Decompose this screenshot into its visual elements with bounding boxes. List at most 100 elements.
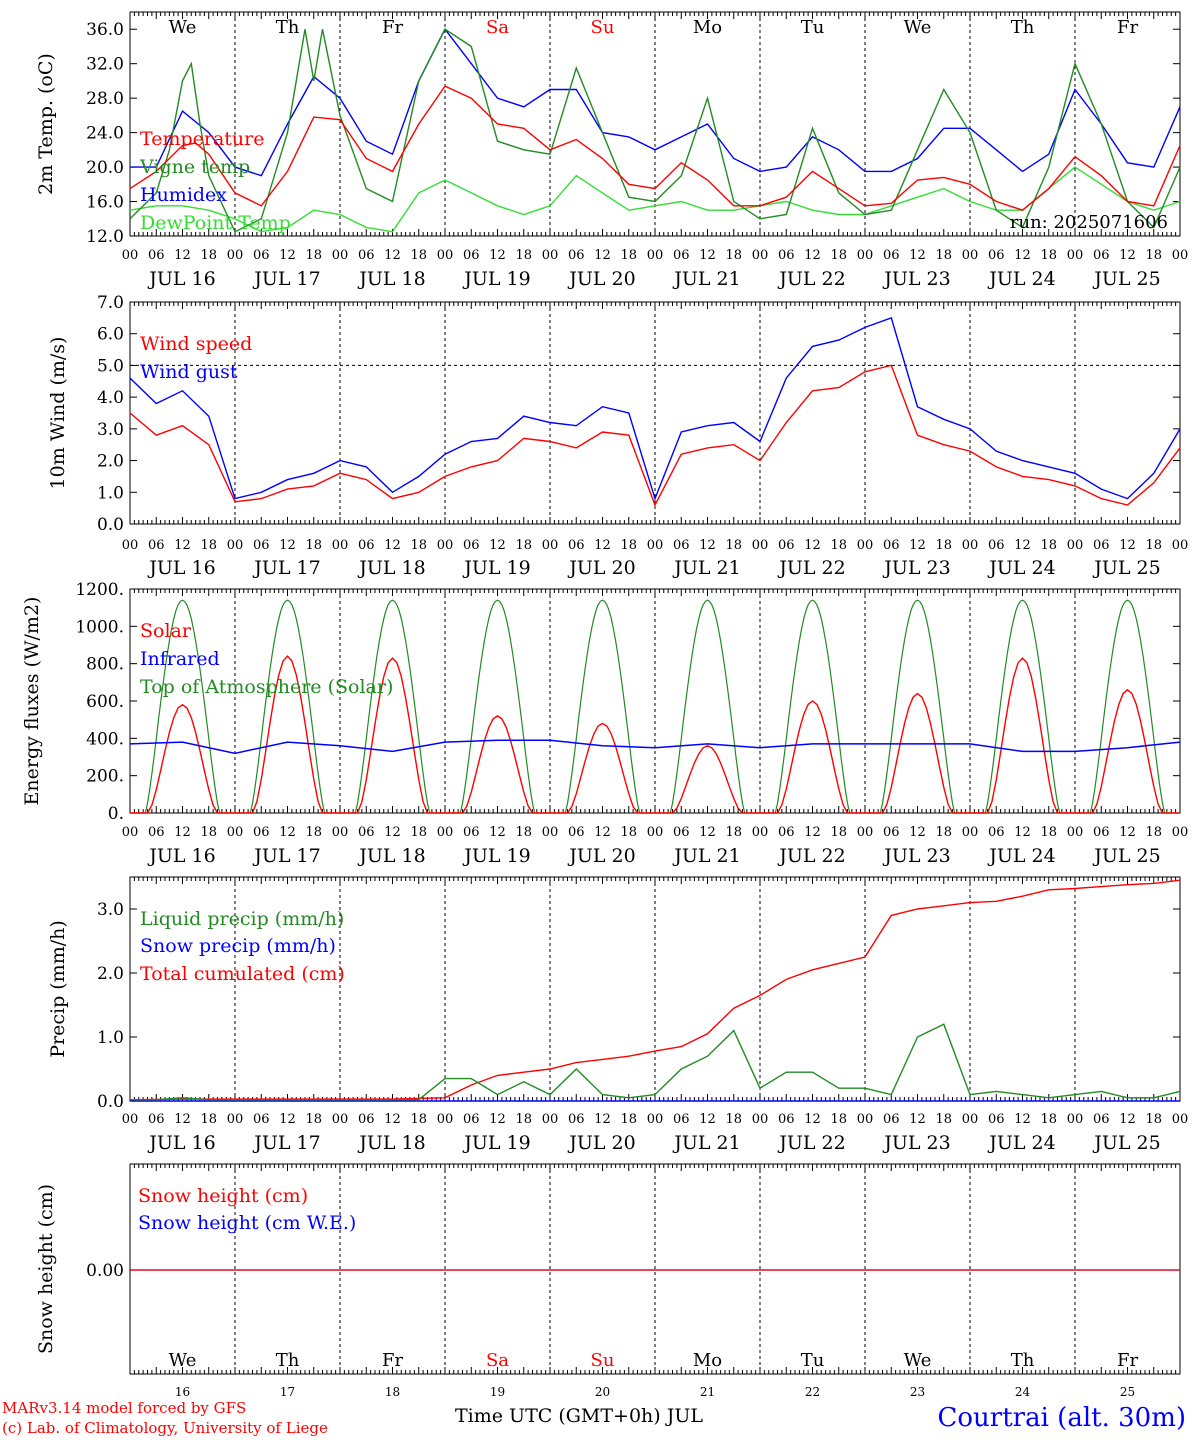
day-number-label: 18 [385,1385,400,1399]
energy-panel: 0. 200. 400. 600. 800. 1000. 1200. 00 06 12 18 JUL … [21,580,1188,867]
day-number-label: 16 [175,1385,190,1399]
y-tick-label: 2.0 [97,452,124,472]
hour-label: 12 [594,538,611,553]
day-number-label: 24 [1015,1385,1031,1399]
hour-label: 00 [647,538,664,553]
hour-label: 18 [305,825,322,840]
y-tick-label: 400. [86,729,124,749]
series-line-wind-speed [129,364,1181,507]
hour-label: 18 [935,248,952,263]
hour-label: 00 [227,825,244,840]
y-tick-label: 6.0 [97,325,124,345]
hour-label: 06 [1093,538,1110,553]
legend-vigne-temp: Vigne temp [139,156,250,178]
hour-label: 06 [253,248,270,263]
hour-label: 06 [883,1112,900,1127]
hour-label: 12 [909,538,926,553]
date-label: JUL 24 [987,268,1055,290]
weekday-label: Mo [693,1350,722,1371]
hour-label: 18 [935,825,952,840]
weekday-label: Fr [382,17,403,38]
hour-label: 18 [620,248,637,263]
hour-label: 00 [227,248,244,263]
hour-label: 12 [489,825,506,840]
series-line-humidex [130,27,1181,177]
weekday-label: Th [1011,17,1035,38]
hour-label: 06 [673,1112,690,1127]
hour-label: 18 [620,825,637,840]
hour-label: 06 [1093,248,1110,263]
hour-label: 06 [1093,825,1110,840]
hour-label: 12 [279,825,296,840]
hour-label: 18 [830,825,847,840]
hour-label: 18 [935,1112,952,1127]
weekday-label: Sa [486,17,509,38]
weekday-label: Th [1011,1350,1035,1371]
hour-label: 06 [463,1112,480,1127]
weekday-label: Th [276,1350,300,1371]
hour-label: 18 [200,825,217,840]
y-tick-label: 28.0 [86,89,124,109]
hour-label: 06 [988,825,1005,840]
hour-label: 06 [568,825,585,840]
hour-label: 18 [1040,1112,1057,1127]
hour-label: 12 [1119,248,1136,263]
hour-label: 12 [384,538,401,553]
date-label: JUL 16 [147,557,215,579]
hour-label: 18 [515,1112,532,1127]
hour-label: 18 [305,248,322,263]
hour-label: 12 [909,1112,926,1127]
date-label: JUL 16 [147,845,215,867]
hour-label: 06 [358,538,375,553]
hour-label: 00 [542,248,559,263]
hour-label: 18 [515,538,532,553]
top-weekday-row: We Th Fr Sa Su Mo Tu We Th Fr [169,17,1139,38]
hour-label: 12 [279,1112,296,1127]
series-line-solar [130,655,1180,814]
hour-label: 06 [463,538,480,553]
hour-label: 12 [384,248,401,263]
hour-label: 18 [620,538,637,553]
hour-label: 00 [227,1112,244,1127]
model-credit: MARv3.14 model forced by GFS [2,1399,247,1417]
hour-label: 00 [752,825,769,840]
hour-label: 06 [1093,1112,1110,1127]
hour-label: 12 [804,248,821,263]
hour-label: 18 [725,248,742,263]
hour-label: 00 [437,538,454,553]
hour-label: 18 [305,538,322,553]
date-label: JUL 18 [357,1132,425,1154]
hour-label: 00 [1067,825,1084,840]
hour-label: 18 [1040,825,1057,840]
date-label: JUL 21 [672,845,740,867]
y-tick-label: 5.0 [97,356,124,376]
hour-label: 06 [568,1112,585,1127]
date-label: JUL 22 [777,557,845,579]
hour-label: 12 [384,825,401,840]
y-tick-label: 7.0 [97,293,124,313]
hour-label: 18 [200,538,217,553]
hour-label: 12 [909,825,926,840]
date-label: JUL 23 [882,1132,950,1154]
date-label: JUL 23 [882,268,950,290]
date-label: JUL 25 [1092,268,1160,290]
y-tick-label: 20.0 [86,158,124,178]
legend-infrared: Infrared [140,648,220,670]
y-tick-label: 0.0 [97,515,124,535]
date-label: JUL 24 [987,845,1055,867]
hour-label: 00 [332,538,349,553]
hour-label: 12 [279,248,296,263]
hour-label: 18 [725,825,742,840]
weekday-label: We [904,1350,932,1371]
date-label: JUL 20 [567,1132,635,1154]
hour-label: 06 [778,1112,795,1127]
hour-label: 00 [857,825,874,840]
hour-label: 06 [148,825,165,840]
hour-label: 12 [1119,825,1136,840]
date-label: JUL 21 [672,268,740,290]
hour-label: 00 [1172,825,1189,840]
hour-label: 18 [200,248,217,263]
date-label: JUL 19 [462,1132,530,1154]
hour-label: 00 [227,538,244,553]
hour-label: 18 [305,1112,322,1127]
